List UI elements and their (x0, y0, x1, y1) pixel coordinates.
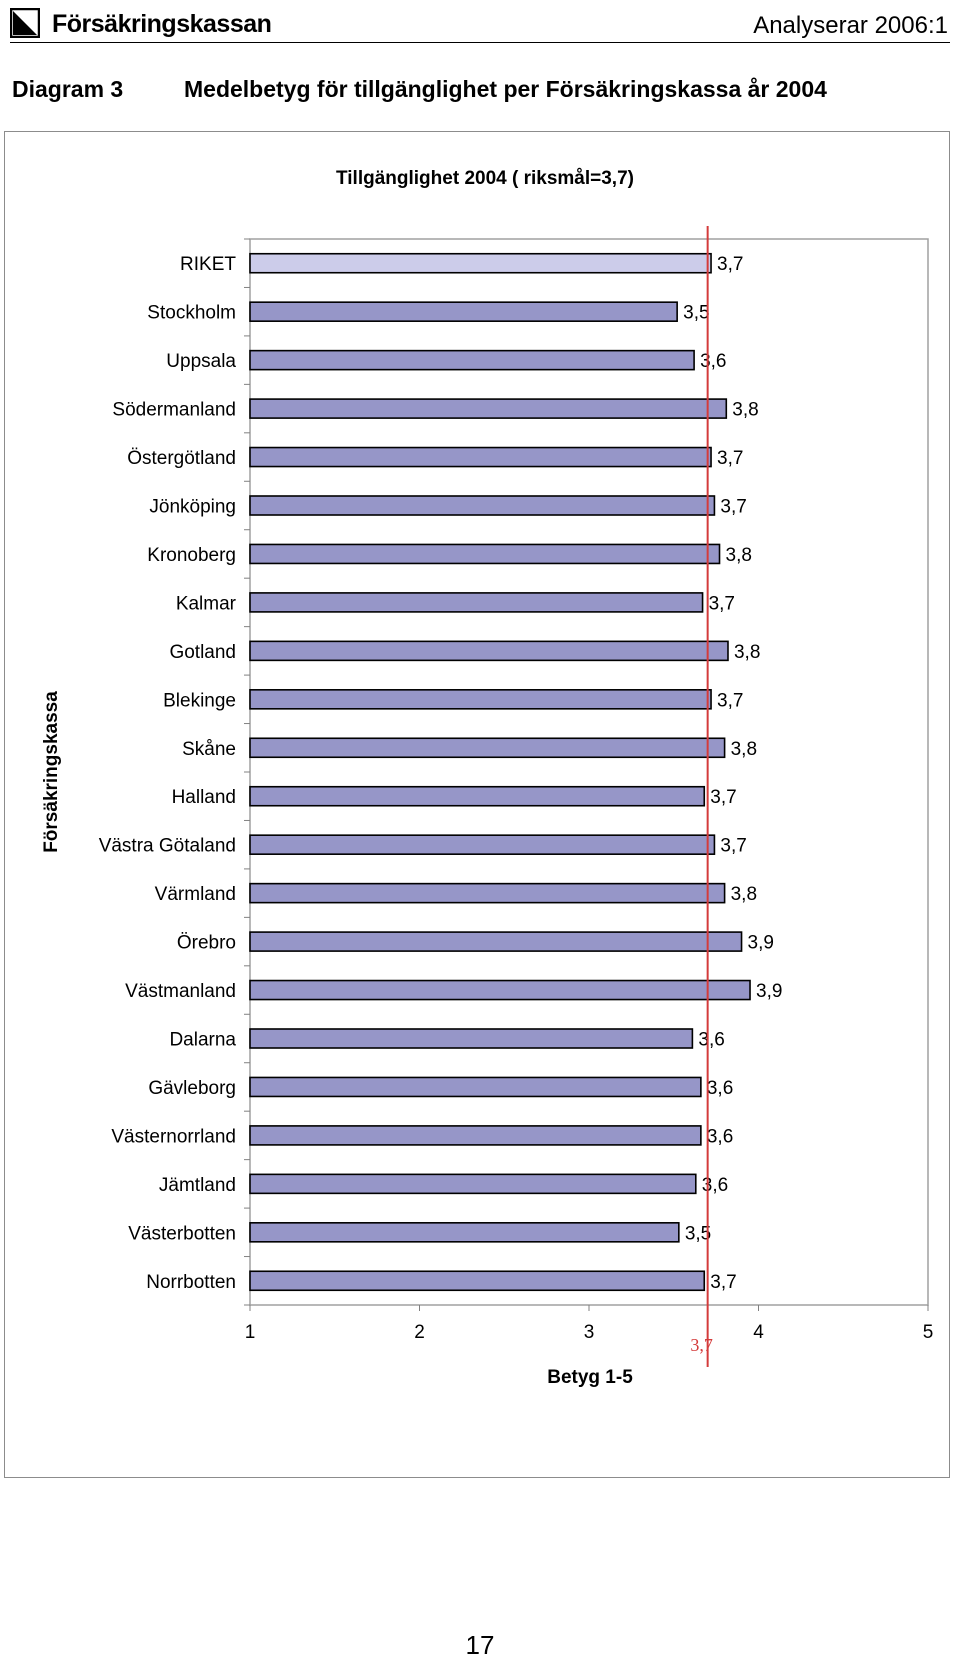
data-label: 3,5 (683, 303, 709, 324)
x-tick-label: 4 (753, 1322, 764, 1343)
category-label: Gävleborg (148, 1078, 236, 1099)
bar (249, 349, 695, 371)
data-label: 3,6 (698, 1030, 724, 1051)
bar (249, 592, 704, 613)
data-label: 3,8 (731, 739, 757, 760)
data-label: 3,6 (700, 351, 726, 372)
data-label: 3,5 (685, 1223, 711, 1244)
diagram-label: Diagram 3 (12, 76, 124, 102)
category-label: RIKET (180, 254, 236, 275)
data-label: 3,7 (717, 690, 743, 711)
bar (249, 1270, 706, 1292)
bar (249, 495, 716, 516)
data-label: 3,7 (709, 593, 735, 614)
data-label: 3,6 (702, 1175, 728, 1196)
bar (249, 882, 726, 904)
bar (249, 301, 678, 322)
bar (249, 737, 726, 759)
data-label: 3,9 (748, 933, 774, 954)
data-label: 3,8 (731, 884, 757, 905)
category-label: Västra Götaland (99, 836, 236, 857)
category-label: Stockholm (147, 303, 236, 324)
category-label: Dalarna (169, 1030, 236, 1051)
data-label: 3,6 (707, 1126, 733, 1147)
data-label: 3,6 (707, 1078, 733, 1099)
bar (249, 979, 751, 1001)
x-tick-label: 5 (923, 1322, 934, 1343)
category-label: Södermanland (112, 400, 236, 421)
x-tick-label: 2 (414, 1322, 425, 1343)
bar (249, 834, 716, 855)
category-label: Västerbotten (128, 1223, 236, 1244)
category-label: Västmanland (125, 981, 236, 1002)
category-label: Östergötland (127, 448, 236, 469)
bar (249, 543, 721, 565)
reference-line-label: 3,7 (690, 1335, 713, 1355)
category-label: Örebro (177, 933, 236, 954)
bar (249, 398, 728, 419)
page-number: 17 (465, 1630, 495, 1660)
category-label: Gotland (169, 642, 236, 663)
bar (249, 1125, 702, 1146)
category-label: Norrbotten (146, 1272, 236, 1293)
bar (249, 640, 729, 662)
data-label: 3,7 (720, 836, 746, 857)
bar (249, 446, 712, 468)
header-divider (10, 42, 950, 43)
bar (249, 1173, 697, 1195)
data-label: 3,8 (734, 642, 760, 663)
category-label: Kalmar (176, 593, 237, 614)
data-label: 3,8 (726, 545, 752, 566)
bar (249, 689, 712, 710)
data-label: 3,7 (710, 1272, 736, 1293)
report-id: Analyserar 2006:1 (753, 12, 948, 39)
chart-frame: Tillgänglighet 2004 ( riksmål=3,7) RIKET 3… (4, 131, 950, 1478)
bar (249, 1076, 702, 1098)
data-label: 3,9 (756, 981, 782, 1002)
chart-title: Tillgänglighet 2004 ( riksmål=3,7) (336, 168, 634, 189)
bar (249, 1028, 694, 1049)
data-label: 3,7 (717, 448, 743, 469)
forsakringskassan-logo (9, 7, 41, 39)
bar (249, 785, 706, 807)
org-name: Försäkringskassan (52, 10, 272, 38)
data-label: 3,7 (720, 497, 746, 518)
x-tick-label: 3 (584, 1322, 595, 1343)
data-label: 3,7 (717, 254, 743, 275)
data-label: 3,7 (710, 787, 736, 808)
category-label: Jämtland (159, 1175, 236, 1196)
x-axis-title: Betyg 1-5 (547, 1367, 633, 1388)
category-label: Jönköping (149, 497, 236, 518)
x-tick-label: 1 (245, 1322, 256, 1343)
page-header: Försäkringskassan Analyserar 2006:1 (9, 6, 950, 42)
bar (249, 931, 743, 952)
bar (249, 1222, 680, 1243)
diagram-title: Medelbetyg för tillgänglighet per Försäk… (184, 76, 827, 102)
y-axis-title: Försäkringskassa (41, 691, 62, 853)
category-label: Blekinge (163, 690, 236, 711)
bar-chart: Tillgänglighet 2004 ( riksmål=3,7) RIKET 3… (41, 168, 934, 1388)
bar (249, 252, 712, 274)
category-label: Uppsala (166, 351, 236, 372)
data-label: 3,8 (732, 400, 758, 421)
category-label: Värmland (155, 884, 236, 905)
category-label: Västernorrland (111, 1126, 236, 1147)
category-label: Skåne (182, 739, 236, 760)
category-label: Halland (172, 787, 236, 808)
category-label: Kronoberg (147, 545, 236, 566)
